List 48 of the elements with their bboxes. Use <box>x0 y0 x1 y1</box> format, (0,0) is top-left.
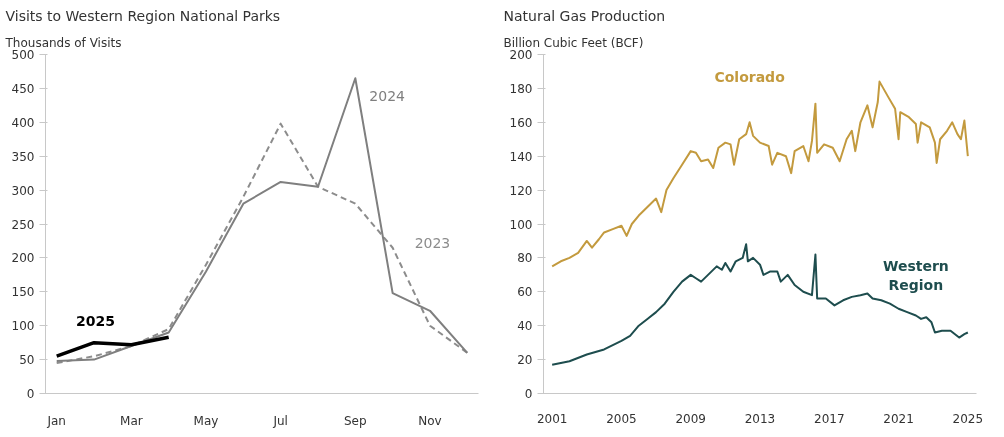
y-tick-label: 80 <box>517 251 533 266</box>
y-tick-label: 350 <box>11 149 35 164</box>
line-series <box>551 243 969 366</box>
x-tick-label: 2021 <box>883 411 914 426</box>
y-tick-label: 50 <box>19 353 35 368</box>
y-tick-label: 20 <box>517 353 533 368</box>
chart-subtitle: Billion Cubic Feet (BCF) <box>503 35 644 50</box>
x-tick-label: 2017 <box>814 411 845 426</box>
x-tick-label: 2013 <box>744 411 776 426</box>
x-tick-label: Jul <box>272 413 288 428</box>
series-label: Western Region <box>882 257 949 294</box>
y-tick-label: 160 <box>509 115 533 130</box>
x-tick-label: Sep <box>344 413 367 428</box>
y-tick-label: 500 <box>11 48 35 62</box>
series-label: 2025 <box>76 312 115 329</box>
x-tick-label: 2005 <box>606 411 637 426</box>
text: Colorado <box>714 69 786 86</box>
x-tick-label: 2009 <box>675 411 706 426</box>
y-tick-label: 120 <box>509 183 533 198</box>
series-label: 2024 <box>369 88 406 105</box>
chart-title: Visits to Western Region National Parks <box>5 7 281 24</box>
y-tick-label: 0 <box>26 387 35 401</box>
y-tick-label: 60 <box>517 285 533 300</box>
x-tick-label: Jan <box>46 413 66 428</box>
y-tick-label: 300 <box>11 183 35 198</box>
x-tick-label: Nov <box>418 413 442 428</box>
y-tick-label: 40 <box>517 319 533 334</box>
chart-title: Natural Gas Production <box>503 7 666 24</box>
y-tick-label: 250 <box>11 217 35 232</box>
x-tick-label: May <box>193 413 219 428</box>
y-tick-label: 0 <box>524 387 533 401</box>
line-series <box>54 335 171 358</box>
y-tick-label: 400 <box>11 115 35 130</box>
chart-subtitle: Thousands of Visits <box>4 35 122 50</box>
y-tick-label: 450 <box>11 81 35 96</box>
y-tick-label: 180 <box>509 81 533 96</box>
series-label: 2023 <box>414 234 451 251</box>
line-series <box>55 77 469 362</box>
y-tick-label: 200 <box>509 48 533 62</box>
y-tick-label: 100 <box>11 319 35 334</box>
x-tick-label: 2025 <box>952 411 984 426</box>
x-tick-label: 2001 <box>536 411 568 426</box>
line-series <box>55 122 469 364</box>
y-tick-label: 100 <box>509 217 533 232</box>
y-tick-label: 140 <box>509 149 533 164</box>
y-tick-label: 200 <box>11 251 35 266</box>
y-tick-label: 150 <box>11 285 35 300</box>
x-tick-label: Mar <box>120 413 143 428</box>
